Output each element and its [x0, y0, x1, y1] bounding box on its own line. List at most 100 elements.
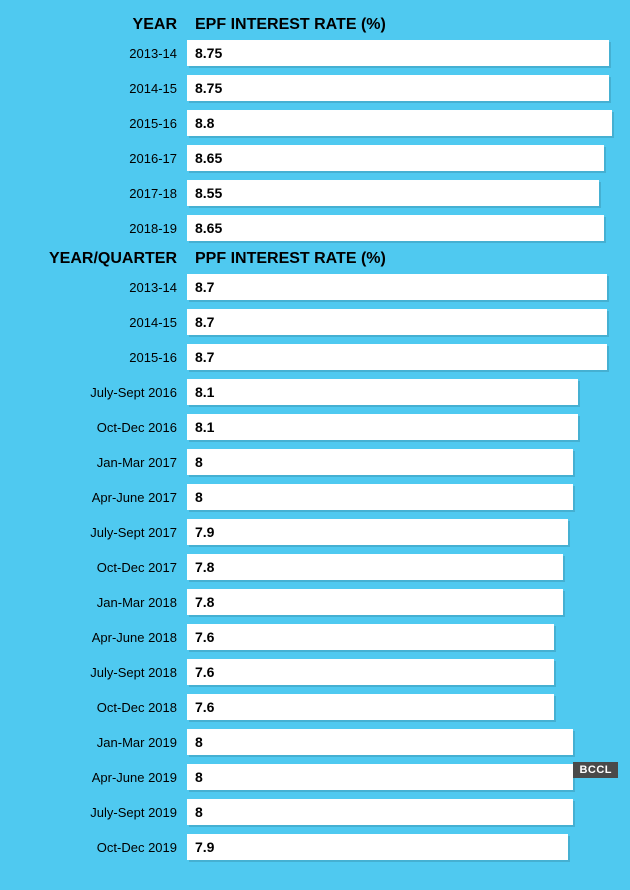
bar-value: 8.1 — [195, 384, 214, 400]
bar: 8 — [187, 484, 573, 510]
column-header-value: PPF INTEREST RATE (%) — [187, 250, 386, 268]
bar-row: Oct-Dec 20187.6 — [12, 694, 618, 720]
bar-row: Jan-Mar 2018 7.8 — [12, 589, 618, 615]
bar-label: July-Sept 2018 — [12, 665, 187, 680]
section-header: YEAREPF INTEREST RATE (%) — [12, 16, 618, 34]
bar-row: 2016-17 8.65 — [12, 145, 618, 171]
bar-track: 8.75 — [187, 40, 618, 66]
section-header: YEAR/QUARTERPPF INTEREST RATE (%) — [12, 250, 618, 268]
bar-row: July-Sept 2017 7.9 — [12, 519, 618, 545]
bar-value: 7.6 — [195, 699, 214, 715]
bar: 8.7 — [187, 309, 607, 335]
bar-row: 2014-15 8.7 — [12, 309, 618, 335]
bar: 8.7 — [187, 274, 607, 300]
bar-row: 2018-19 8.65 — [12, 215, 618, 241]
bar-label: Jan-Mar 2019 — [12, 735, 187, 750]
bar-value: 8.1 — [195, 419, 214, 435]
bar: 8 — [187, 729, 573, 755]
bar-value: 8 — [195, 804, 203, 820]
bar-track: 7.6 — [187, 659, 618, 685]
bar: 8.1 — [187, 414, 578, 440]
column-header-label: YEAR/QUARTER — [12, 250, 187, 268]
bar: 8.65 — [187, 215, 604, 241]
bar-value: 7.8 — [195, 594, 214, 610]
column-header-label: YEAR — [12, 16, 187, 34]
bar: 8.75 — [187, 40, 609, 66]
bar-row: Jan-Mar 20198 — [12, 729, 618, 755]
bar-value: 8.65 — [195, 220, 222, 236]
bar-label: Jan-Mar 2018 — [12, 595, 187, 610]
bar: 8 — [187, 799, 573, 825]
bar: 8.8 — [187, 110, 612, 136]
bar: 7.6 — [187, 694, 554, 720]
bar: 7.8 — [187, 554, 563, 580]
bar-label: Oct-Dec 2017 — [12, 560, 187, 575]
bar-track: 8 — [187, 799, 618, 825]
bar-track: 7.9 — [187, 519, 618, 545]
bar-track: 7.9 — [187, 834, 618, 860]
chart-container: YEAREPF INTEREST RATE (%)2013-148.752014… — [0, 0, 630, 890]
bar-label: 2016-17 — [12, 151, 187, 166]
bar-track: 8 — [187, 484, 618, 510]
bar-row: Jan-Mar 20178 — [12, 449, 618, 475]
bar-track: 8.7 — [187, 344, 618, 370]
bar-track: 8.65 — [187, 145, 618, 171]
section-0: YEAREPF INTEREST RATE (%) 2013-148.75 2014… — [12, 16, 618, 241]
section-1: YEAR/QUARTERPPF INTEREST RATE (%)2013-14… — [12, 250, 618, 860]
bar-track: 8.7 — [187, 309, 618, 335]
bar-row: Oct-Dec 20177.8 — [12, 554, 618, 580]
bar-row: July-Sept 2019 8 — [12, 799, 618, 825]
bar-label: Jan-Mar 2017 — [12, 455, 187, 470]
bar-track: 8.1 — [187, 414, 618, 440]
bar-track: 8 — [187, 764, 618, 790]
bar-row: 2013-148.75 — [12, 40, 618, 66]
bar-track: 8.1 — [187, 379, 618, 405]
bar-value: 8.75 — [195, 45, 222, 61]
bar-value: 8 — [195, 769, 203, 785]
bar-row: 2013-14 8.7 — [12, 274, 618, 300]
bar-value: 8.7 — [195, 314, 214, 330]
bar-row: 2015-168.8 — [12, 110, 618, 136]
bar-row: July-Sept 2018 7.6 — [12, 659, 618, 685]
bar: 8.1 — [187, 379, 578, 405]
bar-value: 8.65 — [195, 150, 222, 166]
bar-row: Apr-June 2017 8 — [12, 484, 618, 510]
bar-label: July-Sept 2017 — [12, 525, 187, 540]
watermark-badge: BCCL — [573, 762, 618, 778]
bar-value: 8.7 — [195, 279, 214, 295]
bar-label: 2014-15 — [12, 81, 187, 96]
bar-row: Apr-June 20187.6 — [12, 624, 618, 650]
bar-label: Oct-Dec 2019 — [12, 840, 187, 855]
bar-value: 8.75 — [195, 80, 222, 96]
bar: 8.65 — [187, 145, 604, 171]
bar-label: July-Sept 2016 — [12, 385, 187, 400]
bar-label: 2015-16 — [12, 350, 187, 365]
bar: 7.8 — [187, 589, 563, 615]
bar-track: 7.6 — [187, 624, 618, 650]
bar-track: 7.8 — [187, 554, 618, 580]
bar: 8.7 — [187, 344, 607, 370]
bar-value: 8.55 — [195, 185, 222, 201]
bar-row: Oct-Dec 20168.1 — [12, 414, 618, 440]
bar-label: Apr-June 2017 — [12, 490, 187, 505]
bar-label: Apr-June 2019 — [12, 770, 187, 785]
bar-label: 2015-16 — [12, 116, 187, 131]
bar-row: 2017-188.55 — [12, 180, 618, 206]
bar-row: 2014-15 8.75 — [12, 75, 618, 101]
bar-track: 7.6 — [187, 694, 618, 720]
bar-label: July-Sept 2019 — [12, 805, 187, 820]
bar-row: 2015-16 8.7 — [12, 344, 618, 370]
bar-value: 8 — [195, 489, 203, 505]
bar-value: 7.6 — [195, 664, 214, 680]
bar-track: 8.7 — [187, 274, 618, 300]
bar-track: 8.8 — [187, 110, 618, 136]
bar-label: 2014-15 — [12, 315, 187, 330]
bar: 8.75 — [187, 75, 609, 101]
bar: 7.6 — [187, 624, 554, 650]
bar: 8 — [187, 449, 573, 475]
bar-value: 8.7 — [195, 349, 214, 365]
bar-label: 2018-19 — [12, 221, 187, 236]
bar-label: 2013-14 — [12, 280, 187, 295]
bar-value: 7.9 — [195, 524, 214, 540]
column-header-value: EPF INTEREST RATE (%) — [187, 16, 386, 34]
